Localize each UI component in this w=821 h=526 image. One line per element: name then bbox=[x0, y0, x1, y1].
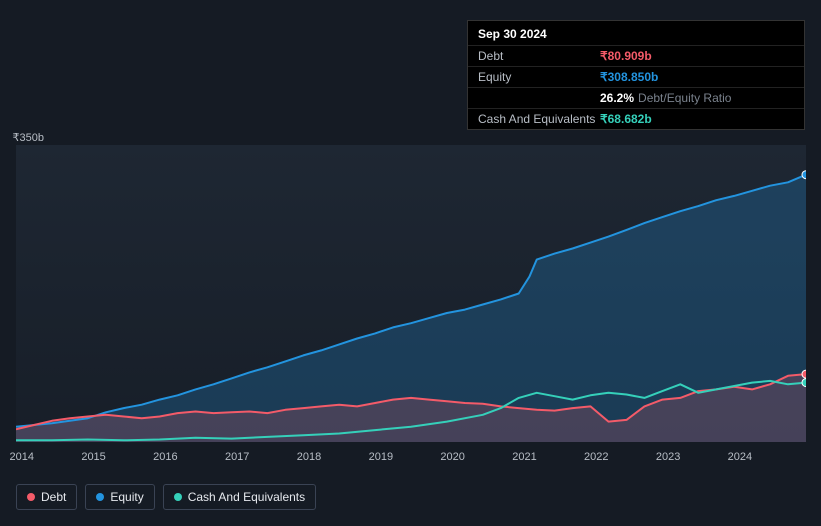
tooltip-row-label bbox=[478, 91, 600, 105]
tooltip-row: Equity₹308.850b bbox=[468, 66, 804, 87]
series-marker-cash bbox=[802, 379, 806, 387]
tooltip-row: Cash And Equivalents₹68.682b bbox=[468, 108, 804, 129]
x-axis-tick: 2023 bbox=[656, 451, 680, 463]
x-axis-tick: 2015 bbox=[81, 451, 105, 463]
series-marker-equity bbox=[802, 171, 806, 179]
tooltip-row-label: Cash And Equivalents bbox=[478, 112, 600, 126]
x-axis-tick: 2017 bbox=[225, 451, 249, 463]
tooltip-row-label: Equity bbox=[478, 70, 600, 84]
legend-item-cash[interactable]: Cash And Equivalents bbox=[163, 484, 316, 510]
series-marker-debt bbox=[802, 370, 806, 378]
tooltip-row: 26.2%Debt/Equity Ratio bbox=[468, 87, 804, 108]
chart-tooltip: Sep 30 2024 Debt₹80.909bEquity₹308.850b2… bbox=[467, 20, 805, 130]
tooltip-row-value: 26.2%Debt/Equity Ratio bbox=[600, 91, 731, 105]
legend-item-debt[interactable]: Debt bbox=[16, 484, 77, 510]
legend-item-equity[interactable]: Equity bbox=[85, 484, 154, 510]
legend-swatch-icon bbox=[174, 493, 182, 501]
tooltip-date: Sep 30 2024 bbox=[468, 21, 804, 45]
x-axis-tick: 2016 bbox=[153, 451, 177, 463]
x-axis-tick: 2018 bbox=[297, 451, 321, 463]
x-axis-tick: 2020 bbox=[440, 451, 464, 463]
tooltip-row-value: ₹68.682b bbox=[600, 112, 652, 126]
legend-label: Equity bbox=[110, 490, 143, 504]
chart-legend: Debt Equity Cash And Equivalents bbox=[16, 484, 316, 510]
debt-equity-chart-container: { "layout": { "width": 821, "height": 52… bbox=[0, 0, 821, 526]
legend-label: Cash And Equivalents bbox=[188, 490, 305, 504]
x-axis-tick: 2024 bbox=[728, 451, 752, 463]
tooltip-row-value: ₹308.850b bbox=[600, 70, 658, 84]
y-axis-tick: ₹350b bbox=[0, 131, 44, 144]
tooltip-row-label: Debt bbox=[478, 49, 600, 63]
x-axis-tick: 2014 bbox=[9, 451, 33, 463]
legend-swatch-icon bbox=[27, 493, 35, 501]
tooltip-row-value: ₹80.909b bbox=[600, 49, 652, 63]
x-axis-tick: 2019 bbox=[369, 451, 393, 463]
x-axis-tick: 2021 bbox=[512, 451, 536, 463]
x-axis-tick: 2022 bbox=[584, 451, 608, 463]
tooltip-row: Debt₹80.909b bbox=[468, 45, 804, 66]
legend-swatch-icon bbox=[96, 493, 104, 501]
legend-label: Debt bbox=[41, 490, 66, 504]
line-area-chart bbox=[16, 145, 806, 442]
